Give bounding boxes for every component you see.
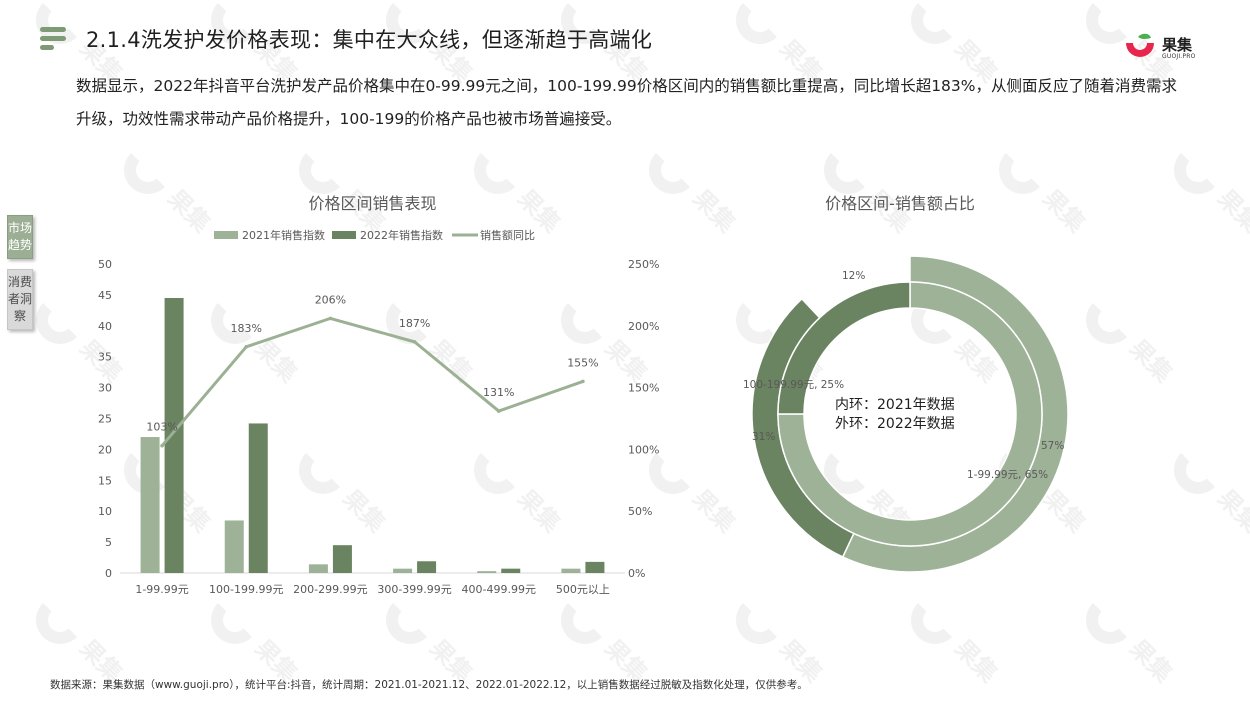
outer-label-57: 57% (1041, 440, 1064, 452)
yoy-data-label: 155% (567, 356, 598, 369)
bar-2022-1 (164, 297, 184, 573)
y-left-tick-label: 20 (98, 443, 112, 456)
bar-2022-4 (417, 561, 437, 573)
yoy-point-5 (496, 409, 501, 413)
x-tick-label: 200-299.99元 (293, 583, 367, 596)
bar-2022-5 (501, 568, 521, 573)
x-tick-label: 100-199.99元 (209, 583, 283, 596)
watermark-logo-icon (36, 603, 77, 644)
watermark-text: 果集 (949, 634, 1003, 688)
y-right-tick-label: 200% (628, 320, 659, 333)
inner-ring-slice-2 (777, 281, 911, 415)
bar-2022-3 (332, 545, 352, 573)
y-left-tick-label: 45 (98, 289, 112, 302)
logo-sub: GUOJI.PRO (1162, 53, 1196, 60)
source-note: 数据来源：果集数据（www.guoji.pro），统计平台:抖音，统计周期：20… (50, 679, 808, 691)
chart-title: 价格区间销售表现 (308, 194, 436, 213)
x-tick-label: 500元以上 (556, 583, 610, 596)
y-left-tick-label: 50 (98, 258, 112, 271)
price-range-bar-chart: 价格区间销售表现 2021年销售指数 2022年销售指数 销售额同比 0 5 10 15 20 2… (98, 194, 659, 596)
x-tick-label: 1-99.99元 (135, 583, 188, 596)
bar-2021-5 (477, 571, 497, 573)
menu-icon (40, 27, 66, 51)
x-tick-label: 300-399.99元 (377, 583, 451, 596)
inner-label-1-99: 1-99.99元, 65% (967, 469, 1048, 481)
watermark-tile: 果集 (1086, 603, 1179, 689)
yoy-point-4 (412, 340, 417, 344)
bar-2021-3 (308, 564, 328, 573)
bar-2021-4 (393, 568, 413, 573)
outer-label-31: 31% (752, 431, 775, 443)
watermark-logo-icon (736, 3, 777, 44)
legend-label-2: 2022年销售指数 (360, 228, 443, 242)
legend-label-1: 2021年销售指数 (242, 228, 325, 242)
y-left-tick-label: 10 (98, 505, 112, 518)
legend-swatch-1 (214, 231, 238, 239)
yoy-data-label: 206% (315, 293, 346, 306)
side-tab-market-trend[interactable]: 市场趋势 (7, 215, 33, 259)
y-left-tick-label: 35 (98, 351, 112, 364)
watermark-text: 果集 (1212, 484, 1250, 538)
bar-2022-2 (248, 423, 268, 573)
yoy-data-label: 183% (231, 322, 262, 335)
bar-2021-1 (140, 437, 160, 573)
watermark-logo-icon (736, 603, 777, 644)
watermark-logo-icon (1086, 603, 1127, 644)
inner-ring-slice-1 (777, 281, 1043, 547)
y-right-tick-label: 0% (628, 567, 645, 580)
watermark-logo-icon (911, 3, 952, 44)
logo-name: 果集 (1162, 36, 1193, 54)
yoy-data-label: 131% (483, 386, 514, 399)
chart-title: 价格区间-销售额占比 (825, 194, 975, 213)
yoy-point-3 (328, 316, 333, 321)
watermark-logo-icon (1174, 153, 1215, 194)
x-tick-label: 400-499.99元 (462, 583, 536, 596)
outer-label-12: 12% (842, 270, 865, 282)
side-tabs: 市场趋势 消费者洞察 (7, 215, 33, 340)
y-right-tick-label: 100% (628, 443, 659, 456)
y-right-tick-label: 50% (628, 505, 652, 518)
watermark-tile: 果集 (1174, 153, 1250, 239)
watermark-logo-icon (211, 603, 252, 644)
y-left-tick-label: 40 (98, 320, 112, 333)
watermark-logo-icon (1174, 453, 1215, 494)
y-left-tick-label: 0 (105, 567, 112, 580)
watermark-logo-icon (561, 603, 602, 644)
side-tab-consumer-insight[interactable]: 消费者洞察 (7, 269, 33, 330)
yoy-data-label: 187% (399, 317, 430, 330)
watermark-text: 果集 (1212, 184, 1250, 238)
yoy-growth-line (160, 316, 584, 447)
summary-paragraph: 数据显示，2022年抖音平台洗护发产品价格集中在0-99.99元之间，100-1… (76, 77, 1178, 128)
y-left-tick-label: 5 (105, 536, 112, 549)
donut-center-line-2: 外环：2022年数据 (835, 416, 955, 432)
legend-label-3: 销售额同比 (480, 228, 535, 242)
yoy-point-1 (160, 443, 164, 448)
donut-center-line-1: 内环：2021年数据 (835, 397, 955, 413)
watermark-logo-icon (1086, 3, 1127, 44)
bar-2021-2 (224, 520, 244, 573)
watermark-tile: 果集 (911, 603, 1004, 689)
page-title: 2.1.4洗发护发价格表现：集中在大众线，但逐渐趋于高端化 (86, 28, 653, 52)
y-left-tick-label: 25 (98, 413, 112, 426)
yoy-point-2 (244, 345, 249, 349)
legend-swatch-2 (332, 231, 356, 239)
y-left-tick-label: 15 (98, 474, 112, 487)
y-right-tick-label: 250% (628, 258, 659, 271)
watermark-tile: 果集 (1174, 453, 1250, 539)
watermark-logo-icon (911, 603, 952, 644)
bar-2021-6 (561, 568, 581, 573)
yoy-point-6 (581, 379, 585, 384)
bar-2022-6 (585, 561, 605, 573)
logo-mark-icon (1126, 33, 1154, 57)
watermark-text: 果集 (1124, 634, 1178, 688)
y-left-tick-label: 30 (98, 382, 112, 395)
yoy-data-label: 103% (146, 421, 177, 434)
inner-label-100-199: 100-199.99元, 25% (743, 379, 844, 391)
watermark-logo-icon (36, 303, 77, 344)
watermark-logo-icon (386, 603, 427, 644)
brand-logo: 果集 GUOJI.PRO (1122, 33, 1212, 65)
y-right-tick-label: 150% (628, 382, 659, 395)
